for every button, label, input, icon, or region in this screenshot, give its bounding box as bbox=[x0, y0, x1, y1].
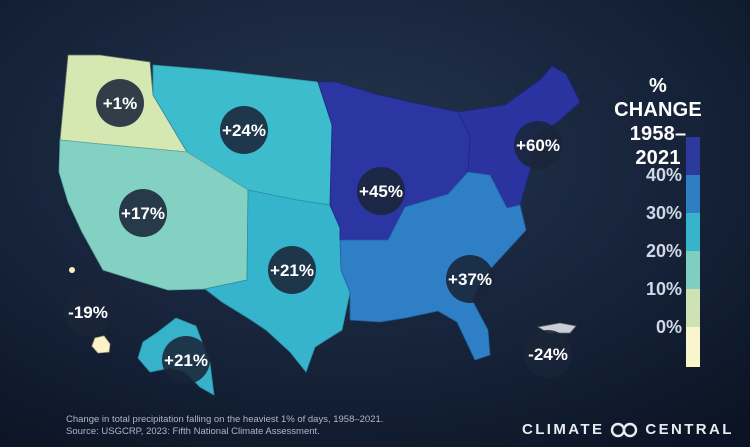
legend-tick-0: 0% bbox=[655, 317, 682, 337]
region-label-southwest: +17% bbox=[119, 189, 167, 237]
legend-tick-10: 10% bbox=[645, 279, 682, 299]
label-value: +24% bbox=[222, 121, 266, 140]
legend-swatch-20-30 bbox=[686, 213, 700, 251]
region-label-northern-great-plains: +24% bbox=[220, 106, 268, 154]
legend-swatch-below-0 bbox=[686, 327, 700, 367]
hawaii-island bbox=[69, 267, 75, 273]
region-hawaii[interactable] bbox=[91, 335, 111, 354]
label-bubble bbox=[96, 79, 144, 127]
label-value: +45% bbox=[359, 182, 403, 201]
brand-left: CLIMATE bbox=[522, 421, 605, 438]
label-value: +21% bbox=[270, 261, 314, 280]
label-value: +1% bbox=[103, 94, 138, 113]
brand-right: CENTRAL bbox=[645, 421, 734, 438]
label-bubble bbox=[524, 330, 572, 378]
label-value: +21% bbox=[164, 351, 208, 370]
region-label-northeast: +60% bbox=[514, 121, 562, 169]
region-label-southern-great-plains: +21% bbox=[268, 246, 316, 294]
legend-color-bar bbox=[686, 137, 700, 367]
legend-swatch-30-40 bbox=[686, 175, 700, 213]
region-label-hawaii: -19% bbox=[64, 288, 112, 336]
footer-caption: Change in total precipitation falling on… bbox=[66, 414, 384, 425]
label-value: +60% bbox=[516, 136, 560, 155]
label-bubble bbox=[162, 336, 210, 384]
legend-title-line1: % CHANGE bbox=[614, 75, 702, 121]
label-value: -19% bbox=[68, 303, 108, 322]
climate-central-logo[interactable]: CLIMATE CENTRAL bbox=[522, 421, 734, 438]
legend-tick-20: 20% bbox=[645, 241, 682, 261]
legend-swatch-0-10 bbox=[686, 289, 700, 327]
infinity-logo-icon bbox=[611, 422, 638, 437]
label-bubble bbox=[64, 288, 112, 336]
legend-title: % CHANGE 1958–2021 bbox=[608, 74, 708, 170]
label-bubble bbox=[514, 121, 562, 169]
label-bubble bbox=[220, 106, 268, 154]
region-label-midwest: +45% bbox=[357, 167, 405, 215]
legend-tick-40: 40% bbox=[645, 165, 682, 185]
label-value: -24% bbox=[528, 345, 568, 364]
label-bubble bbox=[268, 246, 316, 294]
label-bubble bbox=[119, 189, 167, 237]
footer-note: Change in total precipitation falling on… bbox=[66, 414, 383, 438]
region-label-southeast: +37% bbox=[446, 255, 494, 303]
label-value: +37% bbox=[448, 270, 492, 289]
legend-swatch-10-20 bbox=[686, 251, 700, 289]
label-bubble bbox=[446, 255, 494, 303]
legend-tick-30: 30% bbox=[645, 203, 682, 223]
footer-source: Source: USGCRP, 2023: Fifth National Cli… bbox=[66, 426, 320, 437]
label-bubble bbox=[357, 167, 405, 215]
legend-title-line2: 1958–2021 bbox=[629, 123, 687, 169]
legend-swatch-40-plus bbox=[686, 137, 700, 175]
region-label-northwest: +1% bbox=[96, 79, 144, 127]
region-label-puerto-rico: -24% bbox=[524, 330, 572, 378]
region-label-alaska: +21% bbox=[162, 336, 210, 384]
label-value: +17% bbox=[121, 204, 165, 223]
